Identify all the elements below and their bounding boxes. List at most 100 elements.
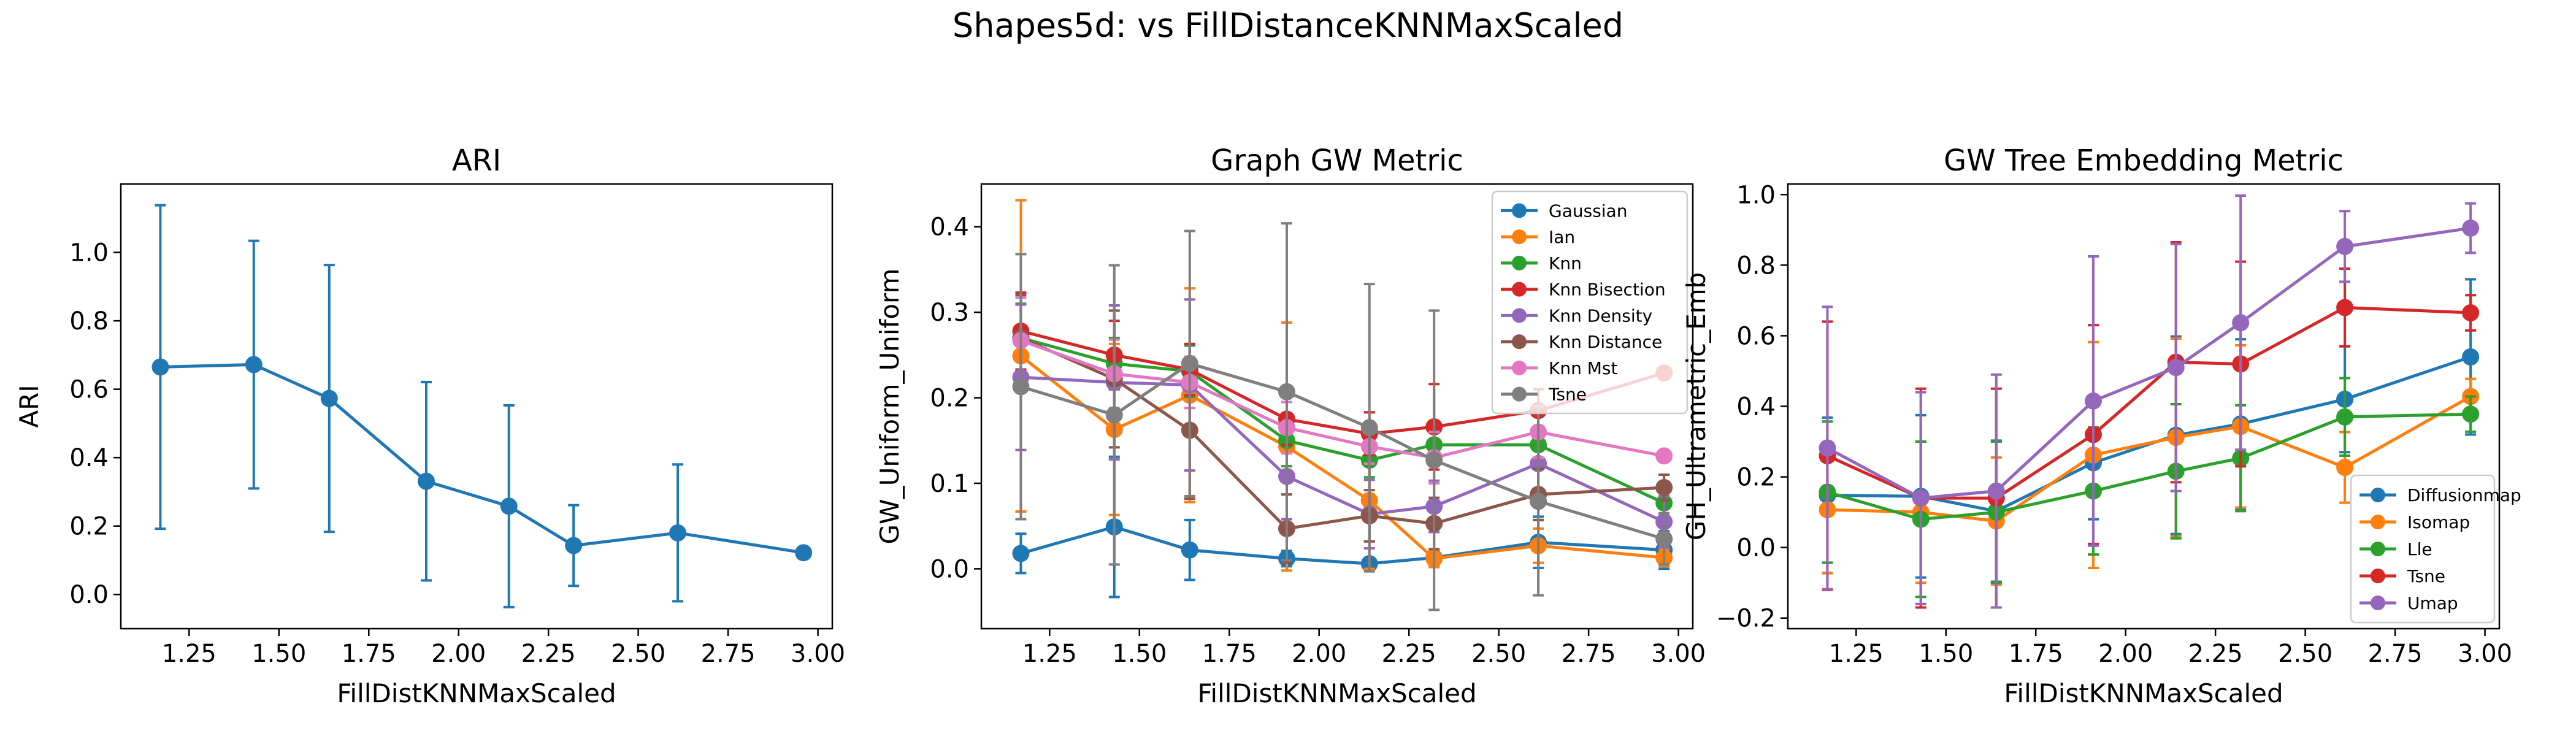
axes-frame: [980, 183, 1694, 630]
legend-label: Ian: [1549, 227, 1575, 247]
legend-label: Tsne: [2407, 566, 2445, 586]
y-tick-label: 1.0: [69, 239, 109, 267]
figure-suptitle: Shapes5d: vs FillDistanceKNNMaxScaled: [953, 6, 1623, 45]
legend-item: Knn Density: [1501, 305, 1652, 326]
legend-item: Gaussian: [1501, 201, 1627, 221]
data-point: [2336, 408, 2354, 426]
legend-item: Diffusionmap: [2359, 485, 2521, 505]
legend-label: Knn Density: [1549, 305, 1652, 326]
y-tick-label: 0.6: [1736, 322, 1776, 350]
legend-marker: [2371, 542, 2385, 556]
y-tick-label: 0.8: [69, 307, 109, 335]
data-point: [1181, 355, 1198, 372]
data-point: [2462, 348, 2480, 366]
x-tick-label: 2.75: [1562, 640, 1616, 668]
legend: Gaussian Ian Knn Knn Bisection Knn Density Kn…: [1491, 190, 1689, 415]
subplot-gw-tree-embedding-metric: GW Tree Embedding Metric 1.25 1.50 1.75 2.00…: [1681, 144, 2521, 708]
axes-frame: [1787, 183, 2501, 630]
data-point: [1530, 493, 1547, 510]
legend-label: Knn Mst: [1549, 358, 1618, 378]
x-tick-label: 1.75: [2009, 640, 2063, 668]
data-point: [1987, 482, 2005, 500]
legend-box: [2350, 474, 2496, 624]
legend-box: [1491, 190, 1689, 415]
data-point: [1012, 545, 1030, 562]
x-tick-label: 2.00: [1292, 640, 1346, 668]
y-tick-label: 0.4: [1736, 393, 1776, 421]
legend-item: Umap: [2359, 593, 2458, 613]
legend-item: Knn Mst: [1501, 358, 1618, 378]
legend-marker: [2371, 596, 2385, 610]
series-line: [1020, 336, 1665, 531]
y-tick-label: 0.0: [1736, 534, 1776, 562]
series-umap: [1819, 194, 2480, 609]
x-tick-label: 2.00: [431, 640, 486, 668]
series-line: [1020, 339, 1665, 459]
x-tick-label: 2.25: [1382, 640, 1436, 668]
data-point: [1012, 378, 1030, 396]
y-tick-label: 0.0: [930, 555, 969, 583]
data-point: [320, 389, 338, 407]
data-point: [669, 524, 687, 542]
data-point: [2462, 304, 2480, 322]
data-point: [1278, 383, 1295, 401]
y-tick-label: −0.2: [1716, 605, 1776, 633]
x-tick-label: 2.50: [611, 640, 665, 668]
data-point: [2084, 392, 2102, 410]
subplot-graph-gw-metric: Graph GW Metric 1.25 1.50 1.75 2.00 2.25 2.50 2…: [875, 144, 1706, 708]
legend-marker: [1512, 308, 1527, 323]
plot-area: [1012, 199, 1673, 611]
legend-marker: [1512, 282, 1527, 297]
legend-item: Tsne: [1501, 385, 1587, 405]
x-tick-label: 2.25: [521, 640, 576, 668]
data-point: [151, 358, 169, 376]
subplot-title: Graph GW Metric: [1211, 144, 1463, 178]
x-tick-label: 3.00: [2458, 640, 2512, 668]
legend-item: Ian: [1501, 227, 1575, 247]
series-line: [1020, 362, 1665, 541]
legend-marker: [1512, 255, 1527, 270]
x-axis-label: FillDistKNNMaxScaled: [1197, 678, 1476, 708]
subplot-title: ARI: [452, 144, 501, 178]
data-point: [245, 356, 263, 374]
x-tick-label: 2.75: [2368, 640, 2423, 668]
y-tick-label: 0.2: [1736, 464, 1776, 492]
data-point: [2232, 314, 2250, 332]
y-tick-label: 0.6: [69, 376, 109, 404]
series-line: [1021, 375, 1665, 523]
legend-marker: [1512, 229, 1527, 245]
series-line: [1019, 355, 1665, 561]
x-tick-label: 2.50: [2278, 640, 2333, 668]
y-tick-label: 0.4: [69, 444, 109, 472]
legend-label: Gaussian: [1549, 201, 1627, 221]
y-tick-label: 0.8: [1736, 251, 1776, 280]
series-line: [1827, 226, 2471, 500]
x-axis-label: FillDistKNNMaxScaled: [2004, 678, 2283, 708]
y-tick-label: 0.2: [930, 385, 969, 413]
data-point: [2462, 405, 2480, 423]
data-point: [1655, 530, 1673, 548]
data-point: [1655, 478, 1673, 496]
x-tick-label: 1.75: [342, 640, 396, 668]
y-tick-label: 0.2: [69, 513, 109, 541]
x-tick-label: 2.00: [2098, 640, 2153, 668]
series-main: [151, 204, 813, 608]
series-line: [1020, 336, 1665, 505]
subplot-ari: ARI 1.25 1.50 1.75 2.00 2.25 2.50 2.75 3.00 0.0 0.…: [14, 144, 845, 708]
legend-label: Lle: [2407, 539, 2432, 559]
legend-label: Knn Bisection: [1549, 280, 1666, 300]
plot-area: [151, 204, 813, 608]
x-axis-label: FillDistKNNMaxScaled: [337, 678, 616, 708]
legend-label: Tsne: [1548, 385, 1587, 405]
data-point: [1819, 439, 1836, 457]
y-tick-label: 1.0: [1736, 181, 1776, 209]
data-point: [2336, 237, 2354, 255]
data-point: [417, 472, 435, 490]
x-tick-label: 3.00: [1651, 640, 1706, 668]
x-tick-label: 2.25: [2188, 640, 2243, 668]
series-line: [1827, 395, 2472, 523]
data-point: [2336, 459, 2354, 477]
x-tick-label: 1.50: [251, 640, 306, 668]
data-point: [1360, 419, 1378, 437]
legend-item: Tsne: [2359, 566, 2445, 586]
